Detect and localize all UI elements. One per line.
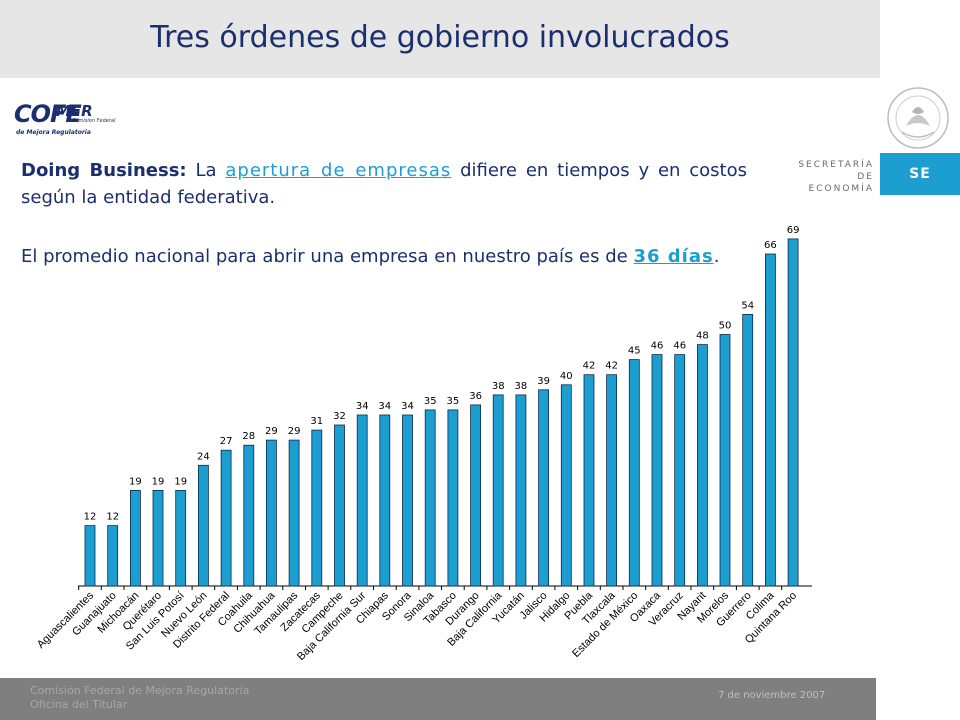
bar-23: [606, 374, 617, 587]
p1-text-a: La: [186, 160, 226, 181]
data-label-24: 45: [628, 346, 641, 357]
cofemer-logo: COFE MER Comisión Federal de Mejora Regu…: [14, 100, 115, 136]
mexico-seal-icon: [887, 87, 949, 149]
paragraph-doing-business: Doing Business: La apertura de empresas …: [21, 157, 747, 211]
data-label-17: 36: [469, 391, 482, 402]
data-label-22: 42: [583, 361, 596, 372]
bar-17: [470, 404, 482, 587]
data-label-25: 46: [651, 341, 664, 352]
bar-20: [538, 389, 549, 587]
data-label-3: 19: [152, 476, 165, 487]
doing-business-label: Doing Business:: [21, 160, 187, 181]
logo-main-text: COFE: [14, 100, 82, 128]
footer-line-2: Oficina del Titular: [30, 698, 128, 711]
bar-14: [402, 414, 413, 587]
bar-21: [560, 384, 572, 587]
bar-28: [719, 334, 731, 587]
bar-16: [447, 409, 459, 587]
bar-chart: 12Aguascalientes12Guanajuato19Michoacán1…: [35, 225, 812, 663]
bar-19: [515, 394, 527, 587]
secretaria-line1: SECRETARÍA: [798, 160, 874, 170]
bar-30: [765, 253, 776, 587]
data-label-0: 12: [84, 512, 97, 523]
data-label-2: 19: [129, 476, 142, 487]
bar-1: [107, 525, 119, 587]
bar-0: [84, 525, 96, 587]
page-title: Tres órdenes de gobierno involucrados: [150, 20, 730, 55]
paragraph-promedio: El promedio nacional para abrir una empr…: [21, 243, 747, 270]
dias-link[interactable]: 36 días: [633, 246, 714, 267]
bar-5: [197, 464, 209, 587]
data-label-10: 31: [310, 416, 323, 427]
data-label-4: 19: [174, 476, 187, 487]
bar-31: [787, 238, 799, 587]
data-label-1: 12: [106, 512, 119, 523]
data-label-20: 39: [537, 376, 550, 387]
footer-bar: [0, 678, 876, 720]
logo-mer-text: MER: [56, 102, 93, 120]
bar-13: [379, 414, 391, 587]
bar-2: [129, 489, 141, 587]
data-label-29: 54: [741, 300, 754, 311]
bar-8: [265, 439, 277, 587]
p2-text-a: El promedio nacional para abrir una empr…: [21, 246, 634, 267]
bar-9: [288, 439, 300, 587]
bar-7: [243, 444, 255, 587]
apertura-link[interactable]: apertura de empresas: [225, 160, 452, 181]
data-label-11: 32: [333, 411, 346, 422]
data-label-16: 35: [447, 396, 460, 407]
data-label-28: 50: [719, 321, 732, 332]
data-label-7: 28: [242, 431, 255, 442]
data-label-26: 46: [673, 341, 686, 352]
data-label-9: 29: [288, 426, 301, 437]
bar-26: [674, 354, 686, 587]
data-label-15: 35: [424, 396, 437, 407]
p1-text-b: difiere en tiempos y en costos según la …: [21, 160, 747, 208]
secretaria-label: SECRETARÍA DE ECONOMÍA: [790, 159, 874, 195]
footer-date: 7 de noviembre 2007: [718, 690, 826, 701]
bar-22: [583, 374, 595, 587]
bar-12: [356, 414, 368, 587]
data-label-12: 34: [356, 401, 369, 412]
bar-3: [152, 489, 164, 587]
bar-25: [651, 354, 663, 587]
data-label-6: 27: [220, 436, 233, 447]
data-label-23: 42: [605, 361, 618, 372]
data-label-30: 66: [764, 240, 777, 251]
data-label-31: 69: [787, 225, 800, 236]
bar-29: [742, 314, 754, 587]
data-label-8: 29: [265, 426, 278, 437]
data-label-27: 48: [696, 331, 709, 342]
data-label-14: 34: [401, 401, 414, 412]
bar-6: [220, 449, 232, 587]
footer-line-1: Comisión Federal de Mejora Regulatoria: [30, 684, 250, 697]
bar-24: [628, 359, 640, 587]
p2-text-b: .: [713, 246, 720, 267]
logo-sub-1: Comisión Federal: [72, 118, 116, 124]
bar-4: [175, 489, 187, 587]
secretaria-line2: DE ECONOMÍA: [808, 172, 874, 194]
bar-27: [697, 344, 708, 587]
data-label-21: 40: [560, 371, 573, 382]
data-label-18: 38: [492, 381, 505, 392]
bar-15: [424, 409, 436, 587]
bar-11: [334, 424, 345, 587]
data-label-13: 34: [378, 401, 391, 412]
title-bar: [0, 0, 880, 78]
data-label-5: 24: [197, 451, 210, 462]
logo-sub-2: de Mejora Regulatoria: [16, 129, 91, 136]
bar-18: [492, 394, 504, 587]
bar-10: [311, 429, 323, 587]
data-label-19: 38: [515, 381, 528, 392]
se-badge: SE: [880, 153, 960, 195]
